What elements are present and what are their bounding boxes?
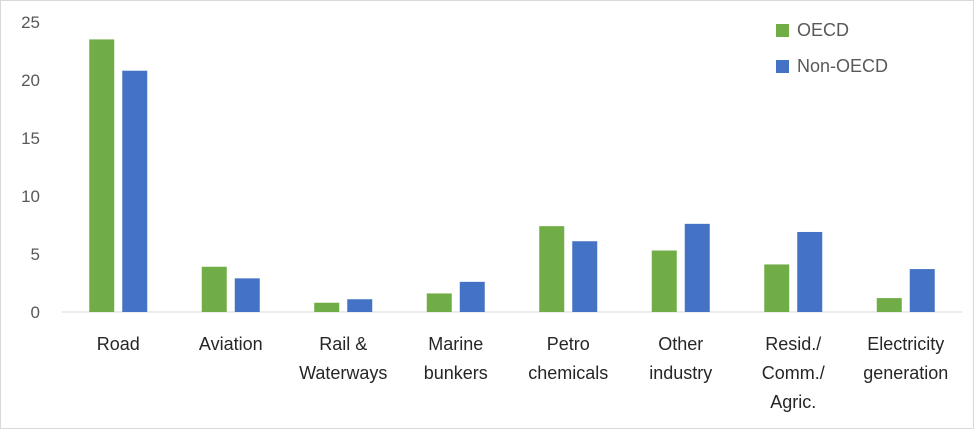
category-label: Other industry [649,334,712,383]
bar-non-oecd [572,241,598,312]
y-tick-label: 25 [21,13,40,32]
bar-non-oecd [122,70,148,312]
category-label: Resid./Comm./Agric. [762,334,825,412]
bar-oecd [201,266,227,312]
category-label: Rail & Waterways [299,334,387,383]
category-label: Marine bunkers [424,334,488,383]
bar-oecd [764,264,790,312]
bar-non-oecd [797,231,823,312]
bar-non-oecd [684,223,710,312]
bar-oecd [89,39,115,313]
bar-non-oecd [234,278,260,312]
bar-non-oecd [909,269,935,312]
y-tick-label: 20 [21,71,40,90]
bar-non-oecd [459,281,485,312]
legend-label: OECD [797,20,849,40]
legend-swatch [776,24,789,37]
category-label: Road [97,334,140,354]
bar-oecd [539,226,565,312]
category-label: Electricity generation [863,334,948,383]
legend-swatch [776,60,789,73]
category-labels: Road Aviation Rail & Waterways Marine bunkers… [97,334,949,412]
category-label: Petro chemicals [528,334,608,383]
bar-oecd [651,250,677,312]
bars [89,39,935,313]
y-tick-label: 15 [21,129,40,148]
bar-non-oecd [347,299,373,312]
bar-oecd [314,302,340,312]
y-tick-label: 0 [31,303,40,322]
y-axis-ticks: 0 5 10 15 20 25 [21,13,40,322]
y-tick-label: 10 [21,187,40,206]
y-tick-label: 5 [31,245,40,264]
bar-oecd [876,298,902,312]
legend: OECD Non-OECD [776,20,888,76]
legend-label: Non-OECD [797,56,888,76]
bar-oecd [426,293,452,312]
category-label: Aviation [199,334,263,354]
